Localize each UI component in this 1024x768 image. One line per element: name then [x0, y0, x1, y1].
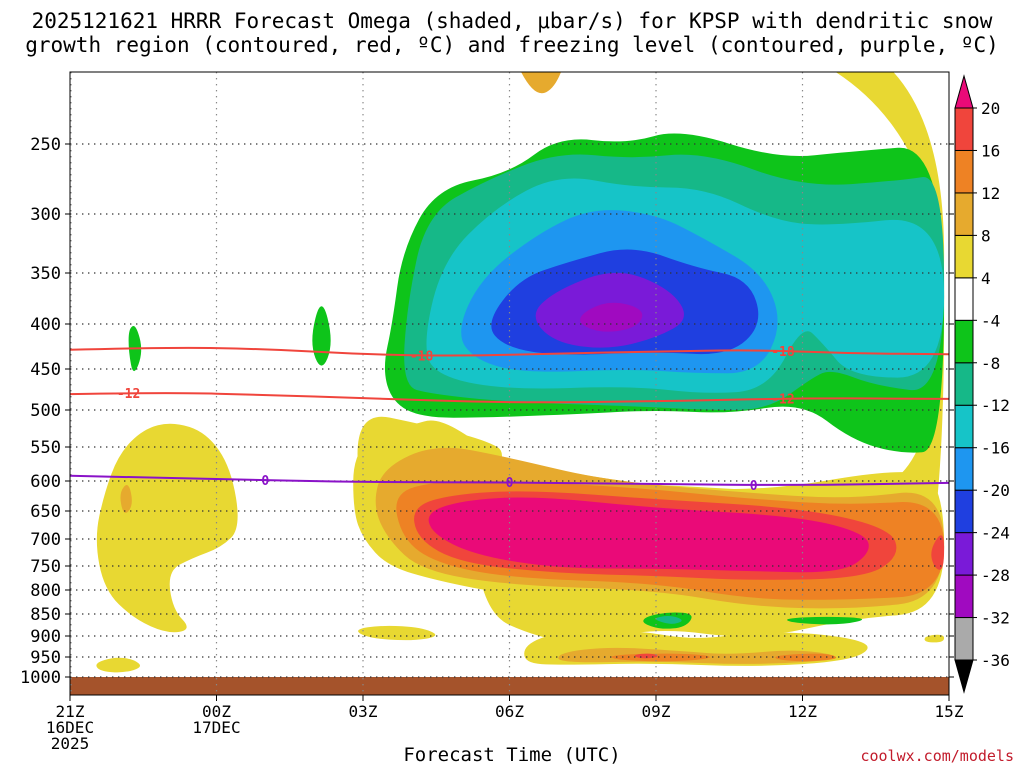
colorbar-box-3 [954, 532, 974, 576]
y-tick-label-250: 250 [30, 135, 61, 155]
colorbar-box-6 [954, 404, 974, 449]
isotherm-label--12: -12 [117, 387, 140, 402]
isotherm-label-0: 0 [750, 479, 758, 494]
x-tick-label-00Z-line1: 00Z [202, 702, 231, 721]
ground-layer [70, 677, 949, 695]
omega-region--4-to--8 [787, 616, 863, 625]
y-tick-label-800: 800 [30, 581, 61, 601]
omega-region-8-to-12 [895, 33, 921, 63]
y-tick-label-600: 600 [30, 472, 61, 492]
grid-lines [70, 72, 949, 695]
isotherm--12 [70, 392, 949, 404]
omega-region->20 [428, 497, 869, 573]
omega-region--4-to--8 [312, 306, 331, 366]
colorbar-label--24: -24 [981, 524, 1010, 543]
x-tick-label-12Z-line1: 12Z [788, 702, 817, 721]
y-tick-label-950: 950 [30, 648, 61, 668]
y-tick-label-1000: 1000 [20, 668, 61, 688]
colorbar-box-7 [954, 362, 974, 406]
colorbar-box-11 [954, 192, 974, 236]
isotherm--18 [70, 346, 949, 357]
colorbar-label-16: 16 [981, 141, 1000, 160]
y-tick-label-350: 350 [30, 264, 61, 284]
isotherm-label--12: -12 [771, 393, 794, 408]
colorbar-label-20: 20 [981, 99, 1000, 118]
colorbar-box-5 [954, 447, 974, 491]
x-tick-label-21Z-line3: 2025 [51, 734, 90, 753]
contour-lines: -18 -18 -12 -12 0 0 0 [70, 345, 949, 494]
colorbar-bottom-arrow [954, 659, 974, 694]
y-tick-label-850: 850 [30, 605, 61, 625]
colorbar-label--16: -16 [981, 439, 1010, 458]
y-tick-label-400: 400 [30, 315, 61, 335]
colorbar-box-12 [954, 149, 974, 194]
omega-region-12-to-16 [775, 653, 837, 662]
x-tick-label-09Z-line1: 09Z [642, 702, 671, 721]
colorbar-label-4: 4 [981, 269, 991, 288]
source-credit: coolwx.com/models [860, 747, 1014, 765]
x-tick-label-21Z-line2: 16DEC [46, 718, 94, 737]
omega-region-4-to-8 [924, 634, 945, 643]
omega-region-8-to-12 [521, 72, 561, 94]
pressure-axis: 2503003504004505005506006507007508008509… [20, 135, 954, 688]
colorbar-box-9 [954, 277, 974, 321]
x-tick-label-15Z-line1: 15Z [935, 702, 964, 721]
y-tick-label-700: 700 [30, 530, 61, 550]
colorbar-top-arrow [954, 74, 974, 109]
isotherm-label-0: 0 [506, 476, 514, 491]
y-tick-label-900: 900 [30, 627, 61, 647]
chart-title-line-2: growth region (contoured, red, ºC) and f… [25, 33, 999, 57]
y-tick-label-750: 750 [30, 557, 61, 577]
chart-title-line-1: 2025121621 HRRR Forecast Omega (shaded, … [31, 9, 993, 33]
isotherm-label--18: -18 [771, 345, 795, 360]
y-tick-label-300: 300 [30, 205, 61, 225]
colorbar-box-4 [954, 489, 974, 534]
y-tick-label-450: 450 [30, 360, 61, 380]
colorbar-label--4: -4 [981, 311, 1000, 330]
omega-region--8-to--12 [656, 616, 682, 624]
x-axis-title: Forecast Time (UTC) [403, 744, 621, 766]
omega-region-16-to-20 [931, 535, 945, 570]
colorbar: -36 -32 -28 -24 -20 -16 -12 -8 -4 4 8 12 16 20 [954, 74, 1010, 694]
omega-region-4-to-8 [96, 423, 238, 633]
colorbar-label--32: -32 [981, 609, 1010, 628]
omega-region-4-to-8 [96, 657, 141, 673]
colorbar-box-2 [954, 574, 974, 619]
x-tick-label-06Z-line1: 06Z [495, 702, 524, 721]
x-tick-label-00Z-line2: 17DEC [192, 718, 240, 737]
omega-region-4-to-8 [358, 625, 436, 641]
colorbar-label--28: -28 [981, 566, 1010, 585]
y-tick-label-500: 500 [30, 401, 61, 421]
isotherm-label--18: -18 [410, 349, 434, 364]
ground-below-1000hpa [70, 677, 949, 695]
colorbar-label-12: 12 [981, 184, 1000, 203]
colorbar-box-10 [954, 234, 974, 279]
colorbar-box-1 [954, 617, 974, 661]
colorbar-label--36: -36 [981, 651, 1010, 670]
omega-region-8-to-12 [120, 485, 132, 513]
colorbar-box-8 [954, 319, 974, 364]
y-tick-label-650: 650 [30, 502, 61, 522]
isotherm-label-0: 0 [261, 474, 269, 489]
x-tick-label-21Z-line1: 21Z [56, 702, 85, 721]
colorbar-label-8: 8 [981, 226, 991, 245]
x-tick-label-03Z-line1: 03Z [349, 702, 378, 721]
colorbar-label--12: -12 [981, 396, 1010, 415]
colorbar-box-13 [954, 107, 974, 151]
omega-shaded-regions [96, 33, 945, 673]
colorbar-label--8: -8 [981, 354, 1000, 373]
isotherm-0 [70, 474, 949, 486]
omega-region--28-to--32 [580, 302, 643, 332]
y-tick-label-550: 550 [30, 438, 61, 458]
colorbar-label--20: -20 [981, 481, 1010, 500]
